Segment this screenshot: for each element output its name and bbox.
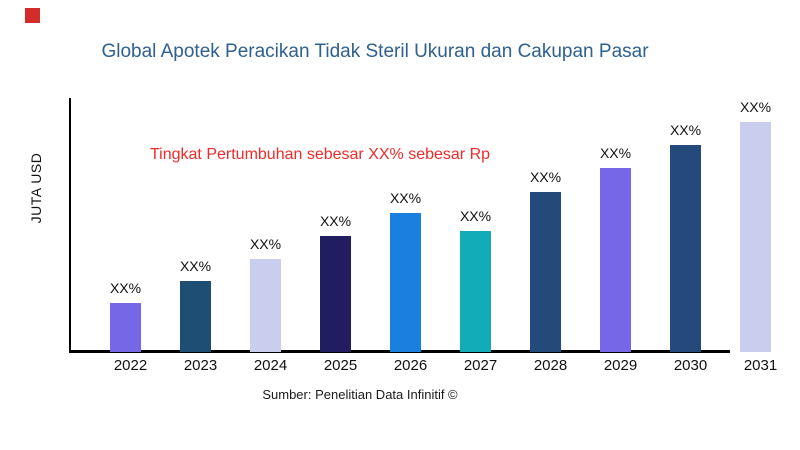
bar-2024	[250, 259, 281, 352]
bar-value-label-2030: XX%	[669, 122, 702, 138]
x-tick-label-2024: 2024	[253, 357, 288, 374]
x-tick-label-2031: 2031	[743, 357, 778, 374]
x-tick-label-2026: 2026	[393, 357, 428, 374]
bar-value-label-2023: XX%	[179, 258, 212, 274]
bar-2025	[320, 236, 351, 352]
bar-value-label-2029: XX%	[599, 145, 632, 161]
x-tick-label-2028: 2028	[533, 357, 568, 374]
x-tick-label-2029: 2029	[603, 357, 638, 374]
x-tick-label-2023: 2023	[183, 357, 218, 374]
bar-2027	[460, 231, 491, 352]
bar-value-label-2022: XX%	[109, 280, 142, 296]
x-tick-label-2027: 2027	[463, 357, 498, 374]
page-title: Global Apotek Peracikan Tidak Steril Uku…	[101, 41, 649, 62]
y-axis-line	[69, 98, 71, 352]
bar-value-label-2024: XX%	[249, 236, 282, 252]
bar-2026	[390, 213, 421, 352]
bar-value-label-2026: XX%	[389, 190, 422, 206]
red-logo-square	[25, 8, 40, 23]
bar-value-label-2025: XX%	[319, 213, 352, 229]
x-tick-label-2030: 2030	[673, 357, 708, 374]
bar-2023	[180, 281, 211, 352]
bar-2030	[670, 145, 701, 352]
x-tick-label-2022: 2022	[113, 357, 148, 374]
growth-rate-annotation: Tingkat Pertumbuhan sebesar XX% sebesar …	[150, 146, 491, 163]
bar-2028	[530, 192, 561, 352]
bar-2031	[740, 122, 771, 352]
bar-value-label-2028: XX%	[529, 169, 562, 185]
bar-2022	[110, 303, 141, 352]
bar-value-label-2027: XX%	[459, 208, 492, 224]
source-text: Sumber: Penelitian Data Infinitif ©	[262, 387, 458, 402]
bar-2029	[600, 168, 631, 352]
y-axis-label: JUTA USD	[28, 152, 44, 224]
x-tick-label-2025: 2025	[323, 357, 358, 374]
bar-value-label-2031: XX%	[739, 99, 772, 115]
